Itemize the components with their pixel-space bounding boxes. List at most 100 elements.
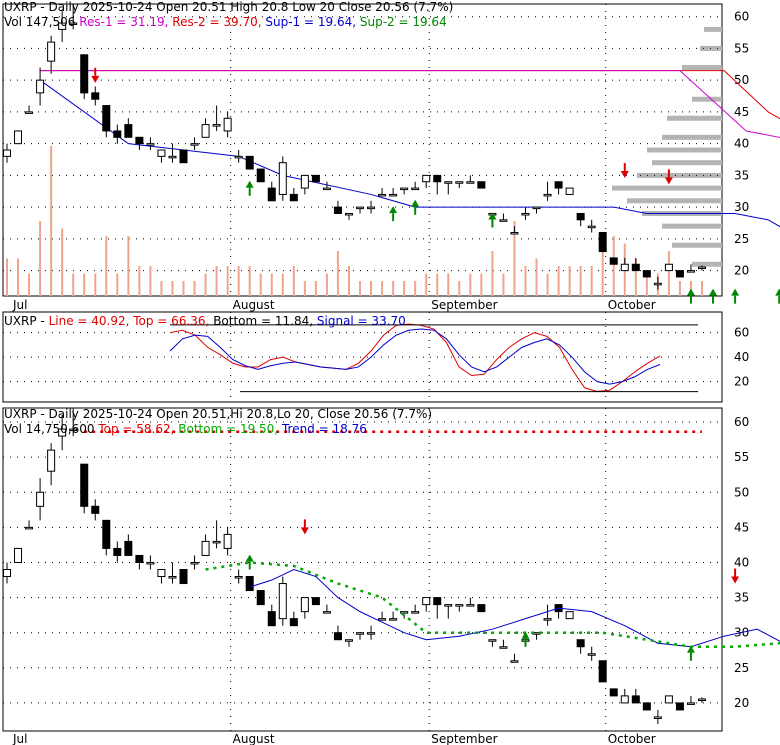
res2-line [40, 70, 780, 120]
panel3-candle-body [543, 618, 552, 621]
panel3-y-tick-label: 50 [734, 485, 749, 499]
panel1-y-tick-label: 40 [734, 137, 749, 151]
panel3-header: UXRP - Daily 2025-10-24 Open 20.51,Hi 20… [4, 407, 433, 421]
panel1-y-tick-label: 50 [734, 73, 749, 87]
volume-bar [215, 266, 218, 296]
panel1-candle-body [157, 149, 166, 157]
panel3-candle-body [444, 604, 453, 607]
panel3-frame [2, 407, 723, 732]
panel3-y-tick-label: 55 [734, 450, 749, 464]
panel1-candle-body [267, 187, 276, 202]
panel1-header: UXRP - Daily 2025-10-24 Open 20.51 High … [4, 0, 454, 14]
panel3-candle-body [367, 632, 376, 635]
panel1-candle-body [234, 155, 243, 159]
panel3-candle-body [378, 618, 387, 621]
volume-bar [634, 258, 637, 296]
volume-bar [237, 266, 240, 296]
panel3-y-tick-label: 60 [734, 415, 749, 429]
volume-profile-bar [647, 147, 722, 153]
volume-bar [50, 146, 53, 296]
panel1-candle-body [91, 92, 100, 100]
panel3-levels: Vol 14,750,600 Top = 58.62, Bottom = 19.… [4, 422, 704, 436]
volume-bar [546, 273, 549, 296]
x-axis-label-p1: September [431, 298, 497, 312]
volume-bar [28, 273, 31, 296]
panel1-candle-body [168, 155, 177, 159]
panel3-buy-arrow [245, 554, 254, 562]
volume-profile-bar [672, 242, 722, 248]
panel3-volume-label: Vol 14,750,600 [4, 422, 95, 436]
volume-bar [314, 281, 317, 296]
volume-bar [171, 281, 174, 296]
panel1-candle-body [69, 22, 78, 26]
x-axis-label-p3: October [608, 732, 656, 745]
panel1-y-tick-label: 45 [734, 105, 749, 119]
panel1-candle-body [3, 149, 11, 157]
panel1-candle-body [14, 130, 23, 145]
buy-arrow [411, 199, 420, 207]
panel3-candle-body [609, 688, 618, 697]
panel1-candle-body [576, 212, 585, 221]
panel2-legend: UXRP - Line = 40.92, Top = 66.36, Bottom… [4, 314, 704, 328]
panel1-candle-body [367, 206, 376, 210]
panel3-sell-arrow [300, 527, 309, 535]
volume-bar [601, 251, 604, 296]
panel3-candle-body [333, 632, 342, 641]
volume-bar [204, 273, 207, 296]
volume-profile-bar [627, 198, 722, 204]
panel3-candle-body [113, 547, 122, 556]
panel3-candle-body [344, 639, 353, 642]
volume-bar [226, 266, 229, 296]
panel2-y-tick-label: 20 [734, 375, 749, 389]
line-label: Line = 40.92, [48, 314, 130, 328]
panel3-candle-body [466, 604, 475, 607]
volume-bar [701, 281, 703, 296]
panel3-candle-body [300, 597, 309, 613]
panel3-candle-body [179, 569, 188, 585]
volume-bar [425, 273, 428, 296]
panel3-candle-body [433, 597, 442, 606]
panel1-candle-body [598, 232, 607, 253]
panel1-candle-body [311, 174, 320, 183]
panel3-candle-body [488, 639, 497, 642]
panel3-buy-arrow [686, 645, 695, 653]
panel2-title: UXRP - [4, 314, 45, 328]
panel1-candle-body [587, 225, 596, 229]
panel1-candle-body [223, 117, 232, 132]
volume-bar [678, 281, 681, 296]
panel1-candle-body [543, 193, 552, 197]
panel1-y-tick-label: 60 [734, 10, 749, 24]
panel1-candle-body [609, 257, 618, 265]
volume-bar [105, 236, 108, 296]
panel1-candle-body [554, 181, 563, 189]
panel3-candle-body [14, 547, 23, 563]
volume-bar [513, 221, 516, 296]
panel1-candle-body [477, 181, 486, 189]
panel3-candle-body [532, 632, 541, 635]
volume-bar [458, 281, 461, 296]
panel1-candle-body [179, 149, 188, 164]
volume-profile-bar [667, 115, 722, 121]
volume-bar [270, 273, 273, 296]
buy-arrow [245, 180, 254, 188]
volume-bar [414, 281, 417, 296]
panel3-candle-body [245, 576, 254, 592]
panel3-candle-body [278, 583, 287, 620]
panel1-candle-body [411, 187, 420, 191]
volume-bar [39, 221, 42, 296]
volume-profile-bar [662, 223, 722, 229]
volume-bar [579, 266, 582, 296]
volume-bar [281, 273, 284, 296]
volume-bar [336, 251, 339, 296]
panel1-candle-body [102, 105, 111, 132]
sell-arrow [664, 177, 673, 185]
panel2-y-tick-label: 60 [734, 326, 749, 340]
panel1-candle-body [499, 219, 508, 222]
panel3-candle-body [102, 519, 111, 549]
volume-bar [292, 266, 295, 296]
panel1-candle-body [80, 54, 89, 94]
res1-line [40, 70, 780, 139]
volume-bar [370, 281, 373, 296]
panel3-candle-body [267, 611, 276, 627]
panel3-candle-body [400, 611, 409, 614]
